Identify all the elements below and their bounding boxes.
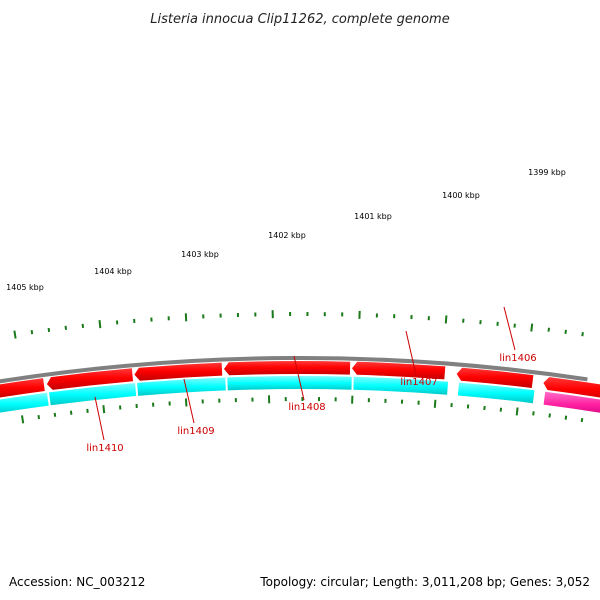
scale-label: 1404 kbp [94,267,132,276]
minor-tick [564,329,567,334]
scale-labels: 1405 kbp 1404 kbp 1403 kbp 1402 kbp 1401 kbp… [6,168,566,292]
gene-label-leader [183,378,195,424]
minor-tick [69,410,73,415]
inner-scale-ticks [21,395,584,424]
outer-scale-ticks [13,310,584,339]
cds-reverse-block [49,383,137,406]
cds-forward-arrow [134,362,223,381]
minor-tick [37,414,40,420]
topology-label: Topology: circular; Length: 3,011,208 bp… [260,575,590,589]
major-tick [433,399,437,408]
minor-tick [81,323,85,329]
minor-tick [532,411,535,416]
minor-tick [564,415,568,420]
gene-label: lin1409 [177,426,214,437]
gene-label-leader [94,396,105,441]
gene-label: lin1408 [288,402,325,413]
cds-forward-arrow [352,361,446,380]
cds-forward-arrow [46,368,133,390]
major-tick [515,407,519,416]
cds-reverse-block [457,382,535,404]
map-layers: 1405 kbp 1404 kbp 1403 kbp 1402 kbp 1401 kbp… [0,168,600,454]
major-tick [530,323,534,332]
map-title: Listeria innocua Clip11262, complete gen… [150,12,449,27]
scale-label: 1403 kbp [181,250,219,259]
minor-tick [47,327,51,333]
scale-label: 1400 kbp [442,191,480,200]
cds-reverse-block [227,376,352,391]
minor-tick [580,417,584,423]
gene-label-leader [405,330,417,376]
gene-label-leader [503,306,516,351]
cds-reverse-block [137,377,226,396]
genome-backbone [0,356,588,384]
minor-tick [581,332,584,337]
minor-tick [548,413,551,418]
scale-label: 1405 kbp [6,283,44,292]
major-tick [444,315,448,324]
minor-tick [53,412,57,417]
gene-label: lin1406 [499,353,536,364]
gene-label-leader [293,355,305,401]
major-tick [98,320,102,329]
gene-label: lin1407 [400,377,437,388]
cds-forward-arrow [224,361,351,376]
major-tick [13,330,17,339]
feature-magenta-block [543,391,600,413]
forward-strand-cds [0,361,600,398]
cds-forward-arrow [0,378,45,398]
gene-label: lin1410 [86,443,123,454]
major-tick [184,398,188,407]
gene-labels: lin1410 lin1409 lin1408 lin1407 lin1406 [86,306,537,454]
scale-label: 1399 kbp [528,168,566,177]
cds-forward-arrow [543,377,600,398]
accession-label: Accession: NC_003212 [9,575,146,589]
minor-tick [547,327,550,332]
minor-tick [499,407,503,412]
minor-tick [30,330,34,335]
cds-reverse-block [353,376,449,395]
cds-reverse-block [0,392,49,413]
reverse-strand-cds [0,376,600,413]
scale-label: 1401 kbp [354,212,392,221]
scale-label: 1402 kbp [268,231,306,240]
major-tick [102,405,106,414]
major-tick [21,415,25,424]
cds-forward-arrow [456,367,534,388]
